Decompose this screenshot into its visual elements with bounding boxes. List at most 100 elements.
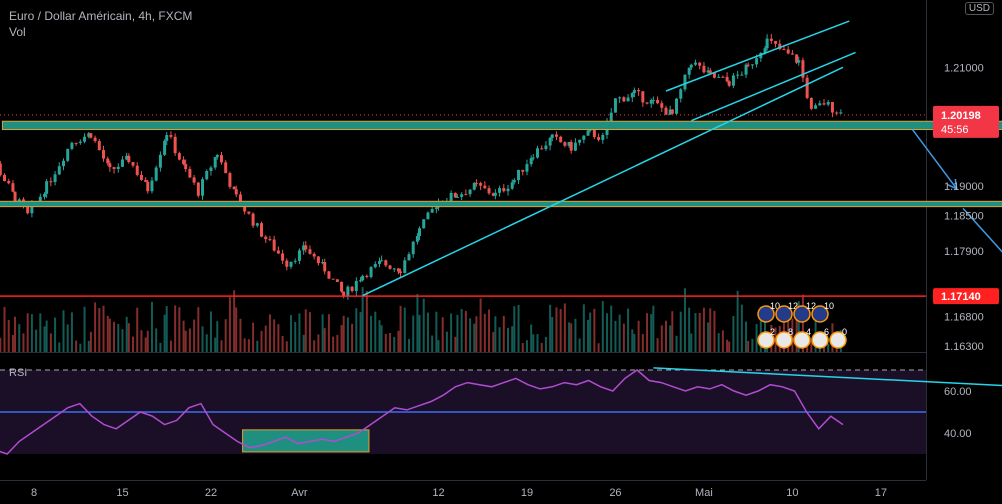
candle <box>818 103 822 106</box>
time-axis-label: 17 <box>875 487 887 499</box>
candle <box>272 239 276 251</box>
candle <box>415 236 419 242</box>
volume-bar <box>412 315 415 352</box>
volume-bar <box>698 312 701 352</box>
time-axis-label: 10 <box>786 487 798 499</box>
candle <box>765 38 769 49</box>
candle <box>702 65 706 73</box>
candle <box>493 192 497 196</box>
volume-bar <box>492 332 495 352</box>
event-count: 10 <box>770 301 780 311</box>
candle <box>219 155 223 163</box>
candle <box>3 174 7 182</box>
volume-bar <box>182 320 185 352</box>
event-count: 6 <box>824 327 829 337</box>
volume-bar <box>62 310 65 352</box>
candle <box>196 182 200 196</box>
volume-bar <box>150 301 153 352</box>
candle <box>601 134 605 140</box>
candle <box>289 261 293 267</box>
candle <box>205 170 209 180</box>
candle <box>308 249 312 254</box>
time-axis-label: 26 <box>609 487 621 499</box>
candle <box>449 192 453 201</box>
candle <box>228 173 232 187</box>
candle <box>281 253 285 261</box>
eu-flag-icon <box>775 305 793 323</box>
eu-flag-icon <box>793 305 811 323</box>
volume-bar <box>559 309 562 352</box>
volume-bar <box>79 343 82 352</box>
volume-bar <box>740 304 743 352</box>
candle <box>822 103 826 105</box>
candle <box>154 167 158 181</box>
economic-event-marker: 12 <box>793 301 816 323</box>
volume-bar <box>601 301 604 352</box>
volume-bar <box>184 330 187 352</box>
candle <box>727 81 731 86</box>
candle <box>342 291 346 296</box>
candle <box>731 75 735 86</box>
candle <box>746 64 750 66</box>
candle <box>125 155 129 160</box>
candle <box>434 207 438 210</box>
candle <box>182 159 186 165</box>
candle <box>38 196 42 202</box>
candle <box>335 279 339 282</box>
currency-badge[interactable]: USD <box>964 2 994 15</box>
us-flag-icon <box>793 331 811 349</box>
candle <box>350 286 354 291</box>
volume-bar <box>797 301 800 352</box>
volume-bar <box>332 336 335 352</box>
volume-bar <box>165 306 168 352</box>
volume-bar <box>622 323 625 352</box>
candle <box>97 141 101 151</box>
event-count: 2 <box>770 327 775 337</box>
candle <box>188 169 192 178</box>
time-axis-label: 12 <box>432 487 444 499</box>
volume-bar <box>544 336 547 352</box>
candle <box>645 102 649 104</box>
economic-event-marker: 10 <box>757 301 780 323</box>
candle <box>251 213 255 226</box>
volume-bar <box>233 290 236 352</box>
volume-bar <box>30 314 33 352</box>
rsi-zone-box <box>242 429 370 453</box>
volume-bar <box>39 313 42 352</box>
candle <box>554 134 558 137</box>
candle <box>215 155 219 158</box>
rsi-trendline <box>653 367 1002 387</box>
supply-demand-zone <box>0 200 1002 208</box>
volume-bar <box>399 305 402 352</box>
candle <box>57 166 61 175</box>
candle <box>763 48 767 53</box>
volume-bar <box>87 340 90 352</box>
candle <box>399 271 403 273</box>
event-count: 4 <box>806 327 811 337</box>
volume-bar <box>188 328 191 352</box>
volume-bar <box>513 306 516 352</box>
candle <box>264 236 268 240</box>
volume-bar <box>469 318 472 352</box>
volume-bar <box>239 318 242 352</box>
volume-bar <box>174 305 177 352</box>
support-price-tag <box>933 288 999 305</box>
volume-bar <box>633 333 636 352</box>
volume-bar <box>247 339 250 352</box>
volume-bar <box>224 319 227 352</box>
candle <box>531 157 535 159</box>
candle <box>150 180 154 192</box>
candle <box>26 206 30 214</box>
volume-bar <box>178 307 181 352</box>
volume-bar <box>132 336 135 352</box>
volume-bar <box>589 312 592 352</box>
volume-bar <box>146 330 149 352</box>
candle <box>302 245 306 251</box>
candle <box>139 174 143 180</box>
candle <box>323 262 327 272</box>
volume-bar <box>549 304 552 352</box>
candle <box>224 162 228 174</box>
volume-bar <box>125 316 128 352</box>
candle <box>146 181 150 192</box>
